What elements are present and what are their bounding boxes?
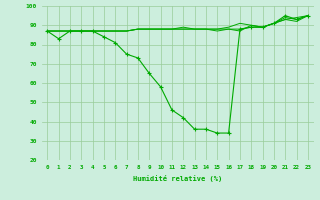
X-axis label: Humidité relative (%): Humidité relative (%) [133, 175, 222, 182]
